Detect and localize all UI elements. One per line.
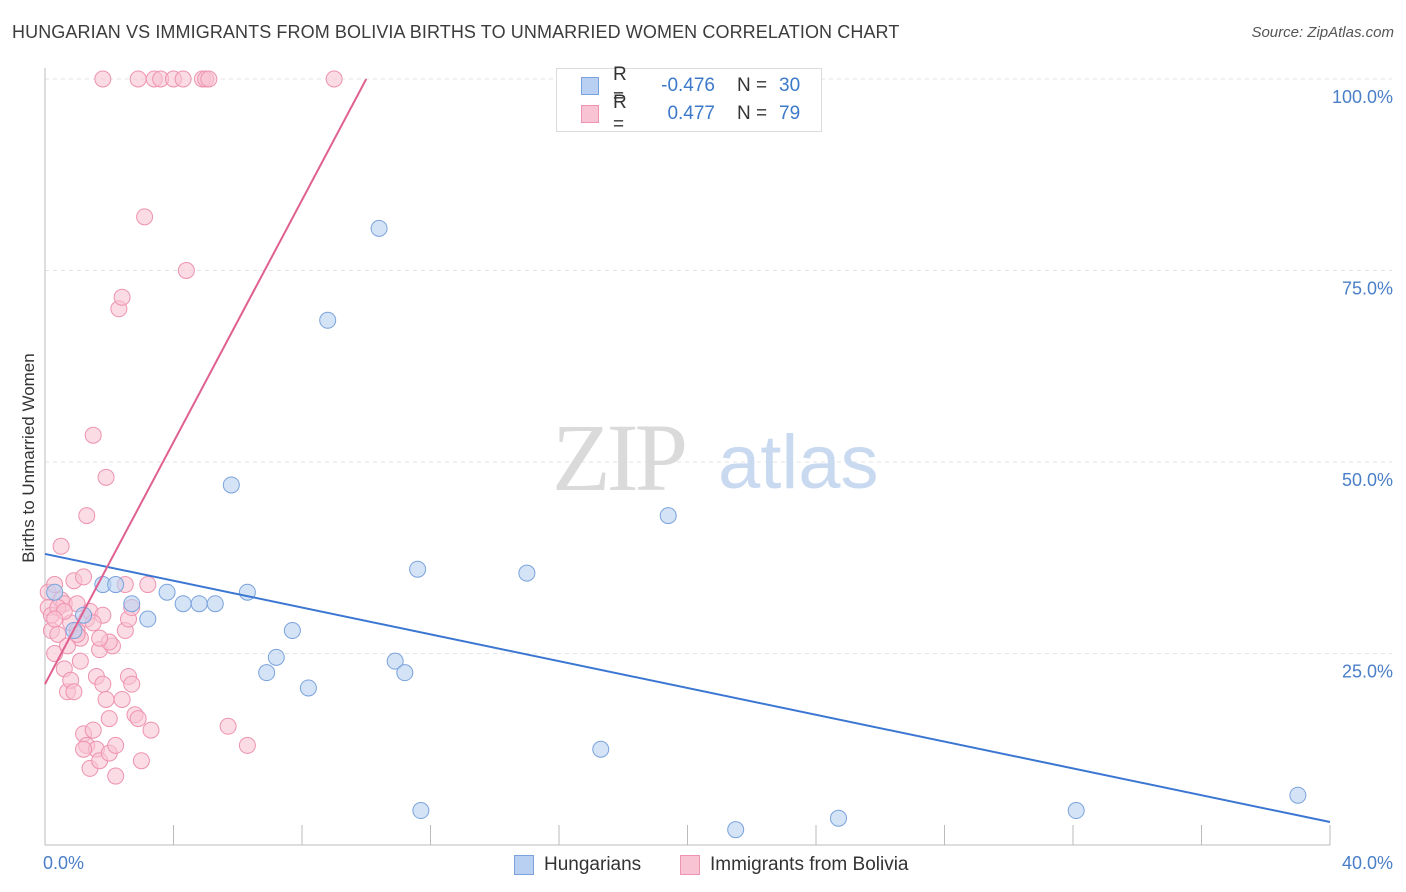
point-hungarians: [370, 219, 388, 237]
point-bolivia: [174, 70, 192, 88]
legend-n-label: N =: [737, 103, 768, 124]
legend-r-value: -0.476: [661, 75, 715, 96]
series-swatch-blue: [514, 855, 534, 875]
legend-n-value: 30: [779, 75, 801, 96]
point-hungarians: [258, 664, 276, 682]
point-hungarians: [386, 652, 404, 670]
point-bolivia: [325, 70, 343, 88]
point-hungarians: [46, 583, 64, 601]
point-bolivia: [107, 767, 125, 785]
correlation-legend: R = -0.476 N = 30 R = 0.477 N = 79: [556, 64, 822, 135]
watermark-atlas: atlas: [718, 420, 879, 505]
point-hungarians: [283, 622, 301, 640]
point-hungarians: [659, 507, 677, 525]
source-credit: Source: ZipAtlas.com: [1251, 24, 1394, 41]
series-swatch-pink: [680, 855, 700, 875]
y-tick-label: 25.0%: [1342, 662, 1393, 682]
point-bolivia: [113, 690, 131, 708]
point-hungarians: [396, 664, 414, 682]
legend-swatch-blue: [581, 77, 599, 95]
point-hungarians: [299, 679, 317, 697]
trend-lines: [44, 78, 1331, 823]
point-hungarians: [139, 610, 157, 628]
x-tick-label: 0.0%: [43, 853, 84, 873]
legend-swatch-pink: [581, 105, 599, 123]
series-label: Immigrants from Bolivia: [710, 854, 909, 875]
y-tick-label: 100.0%: [1332, 87, 1393, 107]
point-bolivia: [123, 675, 141, 693]
point-bolivia: [75, 568, 93, 586]
point-bolivia: [219, 717, 237, 735]
point-bolivia: [200, 70, 218, 88]
y-axis-label: Births to Unmarried Women: [19, 353, 38, 562]
point-bolivia: [142, 721, 160, 739]
point-bolivia: [129, 70, 147, 88]
point-bolivia: [177, 262, 195, 279]
y-tick-label: 50.0%: [1342, 470, 1393, 490]
trend-line-bolivia: [44, 78, 368, 685]
point-hungarians: [1067, 802, 1085, 820]
point-bolivia: [71, 652, 89, 670]
legend-r-label: R =: [613, 64, 627, 107]
grid-lines: [45, 78, 1392, 654]
point-hungarians: [518, 564, 536, 582]
point-hungarians: [592, 740, 610, 758]
legend-n-label: N =: [737, 75, 768, 96]
point-bolivia: [136, 208, 154, 226]
point-hungarians: [267, 648, 285, 666]
y-tick-label: 75.0%: [1342, 279, 1393, 299]
tick-labels: 25.0% 50.0% 75.0% 100.0% 0.0% 40.0%: [43, 87, 1393, 873]
series-legend-hungarians: Hungarians: [514, 852, 641, 878]
watermark: ZIP atlas: [552, 404, 879, 511]
point-hungarians: [222, 476, 240, 494]
point-bolivia: [113, 288, 131, 306]
point-bolivia: [97, 468, 115, 486]
series-legend-bolivia: Immigrants from Bolivia: [680, 852, 909, 878]
point-bolivia: [132, 752, 150, 770]
point-hungarians: [107, 576, 125, 594]
point-hungarians: [319, 311, 337, 329]
x-tick-label: 40.0%: [1342, 853, 1393, 873]
legend-n-value: 79: [779, 103, 801, 124]
point-bolivia: [84, 721, 102, 739]
point-bolivia: [107, 736, 125, 754]
series-label: Hungarians: [544, 854, 642, 875]
point-hungarians: [190, 595, 208, 613]
legend-r-value: 0.477: [667, 103, 715, 124]
chart-title: HUNGARIAN VS IMMIGRANTS FROM BOLIVIA BIR…: [12, 22, 900, 42]
watermark-zip: ZIP: [552, 404, 685, 511]
point-hungarians: [158, 583, 176, 601]
point-bolivia: [94, 675, 112, 693]
point-hungarians: [412, 802, 430, 820]
point-bolivia: [84, 426, 102, 444]
legend-row-bolivia: R = 0.477 N = 79: [581, 92, 801, 135]
legend-row-hungarians: R = -0.476 N = 30: [581, 64, 801, 107]
axes: [44, 68, 1331, 846]
point-hungarians: [829, 809, 847, 827]
point-bolivia: [91, 629, 109, 647]
point-hungarians: [174, 595, 192, 613]
point-bolivia: [46, 610, 64, 628]
point-hungarians: [727, 821, 745, 839]
point-bolivia: [238, 736, 256, 754]
point-bolivia: [52, 537, 70, 555]
trend-line-hungarians: [44, 552, 1331, 823]
point-bolivia: [75, 740, 93, 758]
legend-r-label: R =: [613, 92, 627, 135]
point-bolivia: [129, 710, 147, 728]
point-hungarians: [409, 560, 427, 578]
point-hungarians: [1289, 786, 1307, 804]
point-hungarians: [206, 595, 224, 613]
point-bolivia: [139, 576, 157, 594]
point-bolivia: [65, 683, 83, 701]
point-bolivia: [100, 710, 118, 728]
data-points: [39, 70, 1307, 839]
point-hungarians: [123, 595, 141, 613]
point-bolivia: [97, 690, 115, 708]
point-bolivia: [94, 70, 112, 88]
point-bolivia: [78, 507, 96, 525]
